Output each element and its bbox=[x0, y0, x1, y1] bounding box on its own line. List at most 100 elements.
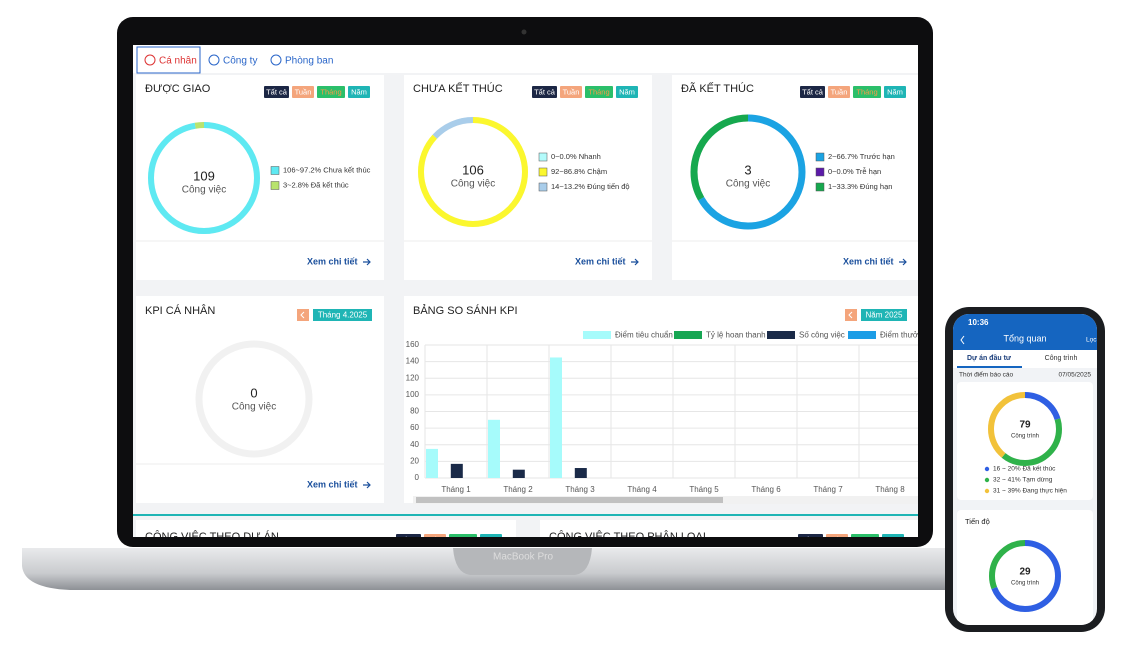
phone-card bbox=[957, 382, 1093, 500]
donut-total: 79 bbox=[1019, 420, 1031, 431]
filter-label[interactable]: Tháng bbox=[452, 535, 473, 544]
tab-icon bbox=[144, 54, 156, 66]
filter-pill[interactable] bbox=[882, 534, 904, 546]
prev-button[interactable] bbox=[297, 309, 309, 321]
scroll-thumb[interactable] bbox=[416, 497, 723, 503]
prev-button[interactable] bbox=[845, 309, 857, 321]
card-title: ĐÃ KẾT THÚC bbox=[681, 82, 754, 95]
phone-header bbox=[953, 314, 1097, 350]
filter-pill[interactable] bbox=[853, 86, 881, 98]
legend-label: 92~86.8% Chậm bbox=[551, 167, 607, 176]
filter-label[interactable]: Năm bbox=[483, 535, 499, 544]
y-tick-label: 100 bbox=[406, 390, 420, 399]
filter-label[interactable]: Tuần bbox=[427, 535, 444, 544]
filter-label[interactable]: Tháng bbox=[854, 535, 875, 544]
filter-pill[interactable] bbox=[396, 534, 421, 546]
donut-unit: Công việc bbox=[232, 402, 276, 413]
filter-pill[interactable] bbox=[424, 534, 446, 546]
bar bbox=[574, 468, 587, 478]
filter-pill[interactable] bbox=[798, 534, 823, 546]
period-pill[interactable] bbox=[313, 309, 372, 321]
filter-pill[interactable] bbox=[800, 86, 825, 98]
laptop-label: MacBook Pro bbox=[493, 552, 553, 563]
phone-tab[interactable]: Dự án đầu tư bbox=[967, 353, 1012, 362]
phone-title: Tổng quan bbox=[1003, 333, 1046, 343]
card-title: CHƯA KẾT THÚC bbox=[413, 82, 503, 95]
filter-label[interactable]: Tất cả bbox=[534, 87, 556, 96]
filter-label[interactable]: Tuần bbox=[831, 87, 848, 96]
filter-pill[interactable] bbox=[560, 86, 582, 98]
filter-pill[interactable] bbox=[348, 86, 370, 98]
filter-label[interactable]: Năm bbox=[351, 87, 367, 96]
filter-label[interactable]: Năm bbox=[619, 87, 635, 96]
y-tick-label: 20 bbox=[410, 456, 419, 465]
x-tick-label: Tháng 4 bbox=[627, 485, 657, 494]
period-pill[interactable] bbox=[861, 309, 907, 321]
filter-label[interactable]: Tuần bbox=[295, 87, 312, 96]
phone-filter[interactable]: Lọc bbox=[1086, 337, 1097, 344]
filter-pill[interactable] bbox=[851, 534, 879, 546]
period-label[interactable]: Tháng 4.2025 bbox=[318, 311, 368, 320]
card-title: BẢNG SO SÁNH KPI bbox=[413, 304, 518, 317]
donut-track bbox=[195, 340, 313, 458]
legend-label: 1~33.3% Đúng hạn bbox=[828, 182, 892, 191]
tab[interactable]: Cá nhân bbox=[159, 56, 197, 67]
card bbox=[136, 520, 516, 537]
x-tick-label: Tháng 1 bbox=[441, 485, 471, 494]
filter-label[interactable]: Tất cả bbox=[398, 535, 420, 544]
filter-label[interactable]: Tháng bbox=[588, 87, 609, 96]
legend-label: 3~2.8% Đã kết thúc bbox=[283, 180, 349, 189]
back-arrow[interactable] bbox=[960, 335, 965, 345]
donut-total: 3 bbox=[744, 162, 751, 177]
x-tick-label: Tháng 3 bbox=[565, 485, 595, 494]
tab[interactable]: Công ty bbox=[223, 56, 257, 67]
phone-tab[interactable]: Công trình bbox=[1045, 355, 1078, 362]
date-label: Thời điểm báo cáo bbox=[959, 371, 1014, 379]
filter-pill[interactable] bbox=[884, 86, 906, 98]
filter-label[interactable]: Năm bbox=[887, 87, 903, 96]
filter-pill[interactable] bbox=[264, 86, 289, 98]
detail-link[interactable]: Xem chi tiết bbox=[307, 479, 358, 489]
filter-pill[interactable] bbox=[449, 534, 477, 546]
donut-segment bbox=[690, 114, 806, 230]
y-tick-label: 60 bbox=[410, 423, 419, 432]
legend-label: Điểm thưởng bbox=[880, 331, 927, 340]
filter-label[interactable]: Tuần bbox=[829, 535, 846, 544]
bar bbox=[488, 419, 500, 478]
link-arrow bbox=[363, 481, 371, 489]
legend-label: 31 ~ 39% Đang thực hiện bbox=[993, 488, 1067, 495]
filter-pill[interactable] bbox=[585, 86, 613, 98]
donut-segment bbox=[988, 392, 1062, 466]
filter-label[interactable]: Tuần bbox=[563, 87, 580, 96]
detail-link[interactable]: Xem chi tiết bbox=[575, 256, 626, 266]
filter-label[interactable]: Tháng bbox=[856, 87, 877, 96]
y-tick-label: 0 bbox=[415, 473, 420, 482]
x-tick-label: Tháng 8 bbox=[875, 485, 905, 494]
tab-bar bbox=[133, 45, 918, 73]
detail-link[interactable]: Xem chi tiết bbox=[307, 256, 358, 266]
filter-label[interactable]: Tất cả bbox=[802, 87, 824, 96]
donut-unit: Công việc bbox=[726, 179, 770, 190]
filter-pill[interactable] bbox=[480, 534, 502, 546]
filter-pill[interactable] bbox=[532, 86, 557, 98]
legend-swatch bbox=[815, 152, 825, 162]
prev-arrow bbox=[300, 311, 305, 319]
filter-label[interactable]: Tháng bbox=[320, 87, 341, 96]
card bbox=[404, 296, 918, 503]
filter-pill[interactable] bbox=[292, 86, 314, 98]
filter-pill[interactable] bbox=[317, 86, 345, 98]
card bbox=[404, 75, 652, 280]
card-title: CÔNG VIỆC THEO DỰ ÁN bbox=[145, 530, 279, 543]
period-label[interactable]: Năm 2025 bbox=[866, 311, 903, 320]
filter-pill[interactable] bbox=[616, 86, 638, 98]
phone-card bbox=[957, 510, 1093, 625]
filter-pill[interactable] bbox=[828, 86, 850, 98]
donut-segment bbox=[418, 117, 528, 227]
filter-pill[interactable] bbox=[826, 534, 848, 546]
filter-label[interactable]: Năm bbox=[885, 535, 901, 544]
legend-label: 32 ~ 41% Tạm dừng bbox=[993, 477, 1053, 484]
detail-link[interactable]: Xem chi tiết bbox=[843, 256, 894, 266]
filter-label[interactable]: Tất cả bbox=[266, 87, 288, 96]
filter-label[interactable]: Tất cả bbox=[800, 535, 822, 544]
tab[interactable]: Phòng ban bbox=[285, 56, 333, 67]
